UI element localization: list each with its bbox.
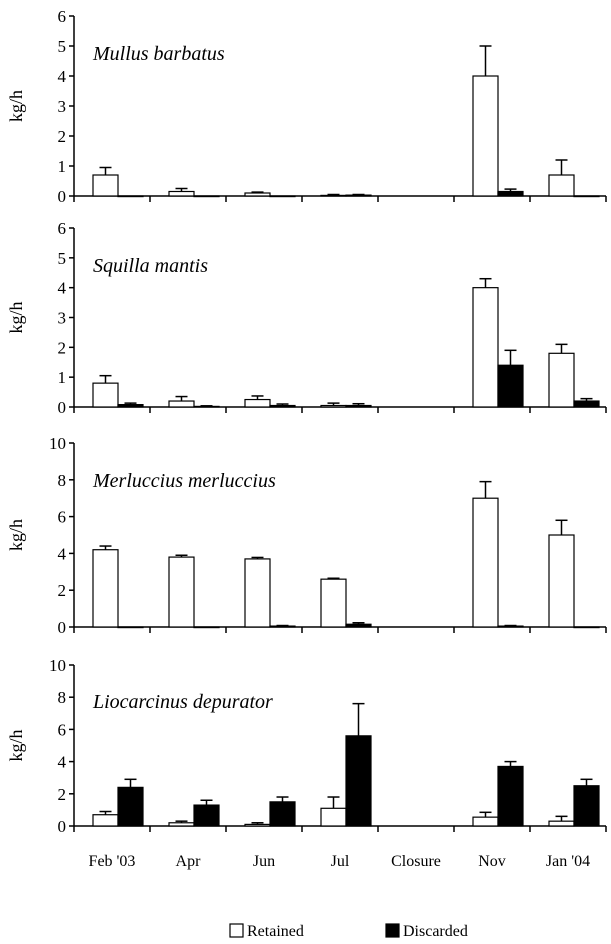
x-category-label: Jul xyxy=(331,853,350,870)
bar-retained xyxy=(320,194,347,197)
bar-retained xyxy=(244,823,271,827)
y-tick-label: 6 xyxy=(58,720,67,739)
y-tick-label: 10 xyxy=(49,434,66,453)
bar-retained xyxy=(244,192,271,197)
y-axis-label: kg/h xyxy=(6,301,26,333)
bar-discarded xyxy=(345,735,372,827)
bar-discarded xyxy=(193,626,220,629)
legend-swatch-discarded xyxy=(385,923,400,938)
bar-discarded xyxy=(573,195,600,198)
legend-label-discarded: Discarded xyxy=(403,923,468,940)
bar-retained xyxy=(244,398,271,408)
x-category-label: Jan '04 xyxy=(546,853,590,870)
y-tick-label: 4 xyxy=(58,753,67,772)
y-tick-label: 5 xyxy=(58,37,67,56)
bar-retained xyxy=(320,404,347,408)
y-tick-label: 8 xyxy=(58,688,67,707)
bar-retained xyxy=(168,190,195,197)
bar-discarded xyxy=(497,765,524,827)
y-tick-label: 4 xyxy=(58,67,67,86)
bar-retained xyxy=(168,822,195,827)
y-tick-label: 8 xyxy=(58,471,67,490)
x-category-label: Nov xyxy=(478,853,506,870)
y-tick-label: 1 xyxy=(58,368,67,387)
bar-discarded xyxy=(117,786,144,827)
bar-retained xyxy=(472,75,499,197)
bar-discarded xyxy=(269,195,296,198)
bar-retained xyxy=(472,287,499,408)
bar-discarded xyxy=(573,785,600,827)
y-tick-label: 3 xyxy=(58,309,67,328)
x-category-label: Closure xyxy=(391,853,441,870)
y-tick-label: 0 xyxy=(58,817,67,836)
y-axis-label: kg/h xyxy=(6,90,26,122)
y-tick-label: 2 xyxy=(58,127,67,146)
y-tick-label: 4 xyxy=(58,544,67,563)
bar-retained xyxy=(92,382,119,408)
bar-retained xyxy=(320,807,347,827)
y-tick-label: 5 xyxy=(58,249,67,268)
panel-title: Liocarcinus depurator xyxy=(92,691,273,713)
bar-retained xyxy=(92,814,119,827)
y-tick-label: 6 xyxy=(58,508,67,527)
bar-discarded xyxy=(269,801,296,827)
bar-discarded xyxy=(193,804,220,827)
bar-discarded xyxy=(345,404,372,408)
bar-retained xyxy=(548,534,575,628)
bar-discarded xyxy=(345,623,372,628)
bar-retained xyxy=(320,578,347,628)
panel-title: Squilla mantis xyxy=(93,255,208,277)
x-category-label: Apr xyxy=(176,853,202,870)
bar-retained xyxy=(92,174,119,197)
y-tick-label: 10 xyxy=(49,656,66,675)
legend-swatch-retained xyxy=(229,923,244,938)
legend-label-retained: Retained xyxy=(247,923,304,940)
y-tick-label: 2 xyxy=(58,581,67,600)
bar-discarded xyxy=(269,404,296,408)
panel-title: Merluccius merluccius xyxy=(92,470,276,492)
y-tick-label: 6 xyxy=(58,219,67,238)
bar-discarded xyxy=(497,364,524,408)
bar-retained xyxy=(472,497,499,628)
bar-retained xyxy=(168,400,195,408)
y-tick-label: 3 xyxy=(58,97,67,116)
bar-discarded xyxy=(193,195,220,198)
y-tick-label: 6 xyxy=(58,7,67,26)
y-tick-label: 0 xyxy=(58,618,67,637)
y-tick-label: 1 xyxy=(58,157,67,176)
y-axis-label: kg/h xyxy=(6,519,26,551)
y-tick-label: 0 xyxy=(58,187,67,206)
bar-retained xyxy=(168,556,195,628)
bar-discarded xyxy=(117,626,144,629)
bar-retained xyxy=(244,558,271,628)
y-tick-label: 4 xyxy=(58,279,67,298)
bar-retained xyxy=(548,174,575,197)
bar-discarded xyxy=(117,195,144,198)
panel-title: Mullus barbatus xyxy=(92,43,225,65)
bar-discarded xyxy=(573,400,600,408)
y-tick-label: 2 xyxy=(58,785,67,804)
bar-retained xyxy=(92,549,119,628)
bar-retained xyxy=(472,816,499,827)
bar-discarded xyxy=(497,190,524,197)
x-category-label: Feb '03 xyxy=(89,853,136,870)
x-category-label: Jun xyxy=(253,853,275,870)
bar-discarded xyxy=(117,404,144,408)
bar-retained xyxy=(548,820,575,827)
y-tick-label: 2 xyxy=(58,338,67,357)
bar-retained xyxy=(548,352,575,408)
y-axis-label: kg/h xyxy=(6,729,26,761)
bar-discarded xyxy=(573,626,600,629)
y-tick-label: 0 xyxy=(58,398,67,417)
